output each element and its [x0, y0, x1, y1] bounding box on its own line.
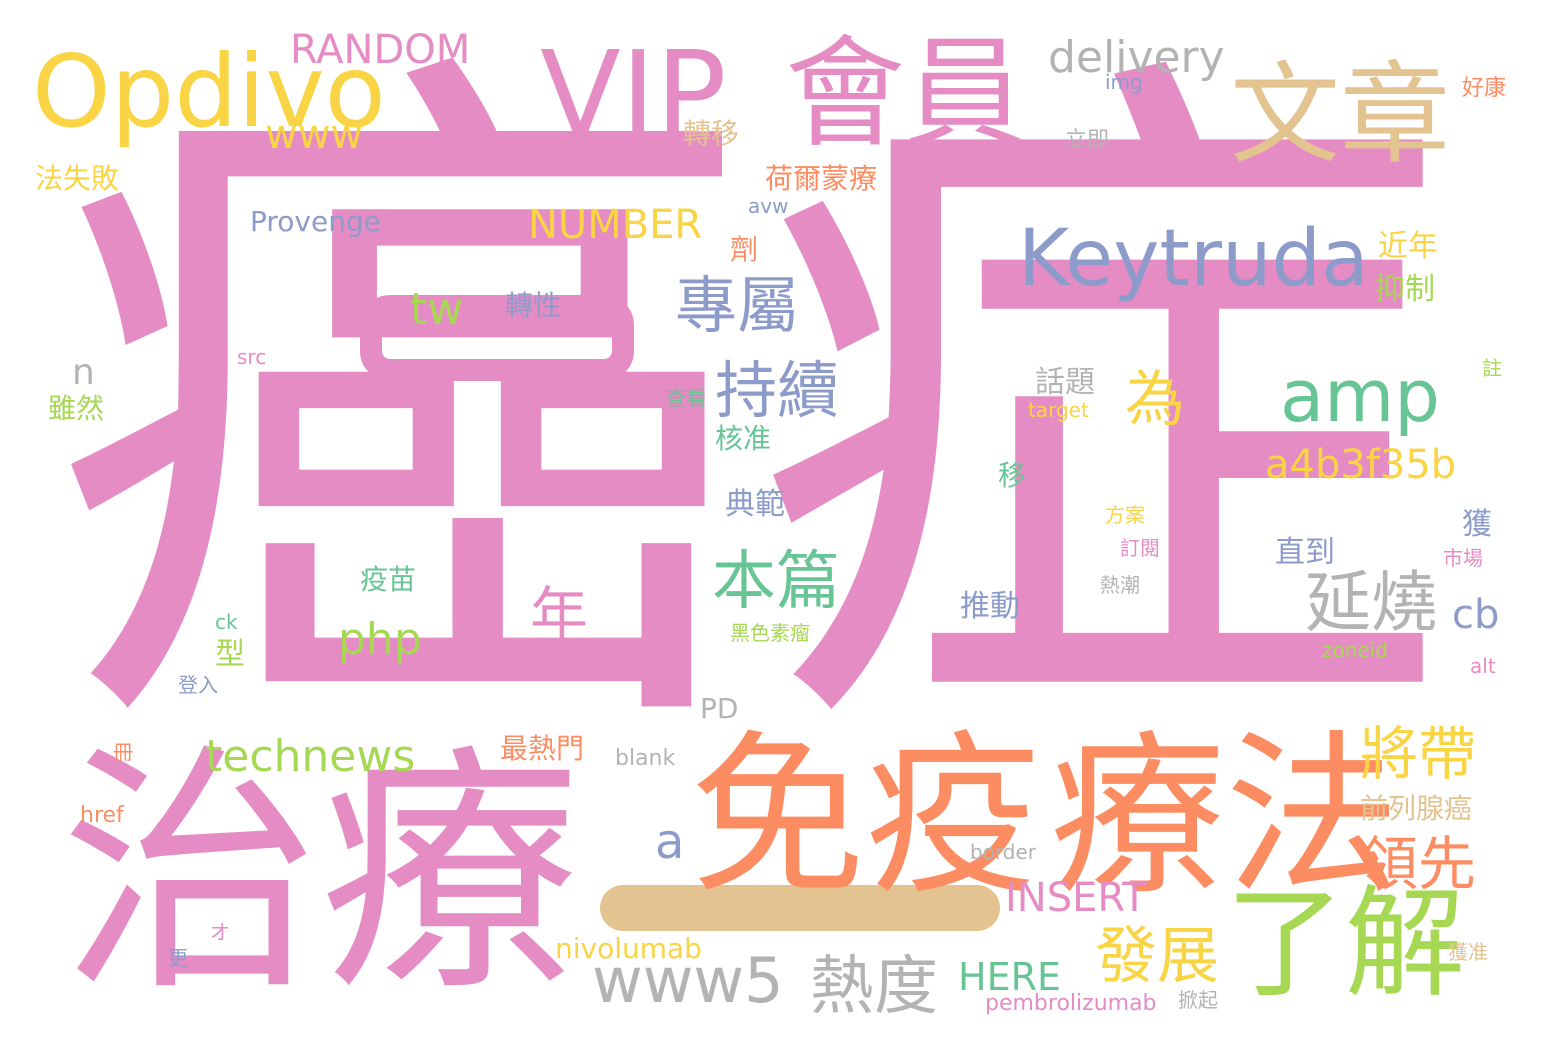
word: 發展 — [1095, 919, 1220, 992]
word: 好康 — [1462, 76, 1507, 101]
word: 話題 — [1035, 365, 1095, 400]
word: NUMBER — [528, 202, 703, 248]
word: 劑 — [730, 233, 759, 266]
word: 本篇 — [712, 545, 840, 619]
word: cb — [1452, 592, 1500, 638]
word: INSERT — [1005, 875, 1147, 921]
word: 免疫 — [690, 716, 1040, 919]
word: pembrolizumab — [985, 991, 1157, 1016]
word: 疫苗 — [360, 563, 417, 596]
word: php — [338, 614, 422, 665]
word: href — [80, 803, 124, 828]
word: 獲准 — [1448, 940, 1488, 964]
word: 訂閱 — [1120, 536, 1160, 560]
word: 核准 — [715, 422, 772, 455]
word: 熱潮 — [1100, 573, 1140, 597]
word: ck — [215, 610, 238, 634]
word: delivery — [1048, 32, 1225, 83]
word: オ — [210, 920, 230, 944]
word: 立即 — [1065, 128, 1110, 153]
word: 荷爾蒙療 — [765, 162, 878, 195]
word: www5 — [592, 944, 784, 1017]
word: target — [1028, 398, 1089, 422]
word: 登入 — [178, 673, 218, 697]
word: 註 — [1482, 356, 1502, 380]
word: 治療 — [60, 724, 580, 1026]
word: 文章 — [1230, 51, 1450, 179]
word: VIP — [540, 25, 727, 163]
word: img — [1105, 70, 1143, 94]
word: 掀起 — [1178, 988, 1218, 1012]
word: 抑制 — [1375, 272, 1435, 307]
word: 移 — [998, 459, 1027, 492]
word: 型 — [215, 637, 245, 672]
word: blank — [615, 746, 676, 771]
word: 前列腺癌 — [1360, 792, 1473, 825]
word: 查看 — [666, 386, 706, 410]
word: technews — [205, 731, 416, 782]
word: 方案 — [1105, 503, 1145, 527]
word: amp — [1280, 354, 1440, 438]
word: 專屬 — [675, 269, 800, 342]
word: www — [265, 112, 364, 158]
word: 最熱門 — [500, 732, 585, 765]
word: 更 — [168, 946, 188, 970]
word: 年 — [530, 580, 589, 648]
decorative-bar — [360, 295, 634, 381]
word: 推動 — [960, 589, 1020, 624]
word: PD — [700, 692, 739, 725]
word: 領先 — [1360, 830, 1477, 898]
word: 為 — [1125, 365, 1185, 435]
word: 獲 — [1462, 507, 1492, 542]
word: 冊 — [113, 740, 133, 764]
word: HERE — [958, 955, 1061, 999]
word: tw — [410, 284, 464, 335]
word: 將帶 — [1360, 720, 1477, 788]
word: 會員 — [785, 25, 1025, 164]
word: n — [72, 352, 95, 393]
word: 轉移 — [683, 117, 740, 150]
word: zoneid — [1322, 638, 1388, 662]
word: 近年 — [1378, 229, 1438, 264]
word: avw — [748, 194, 789, 218]
word: 癌症 — [50, 2, 1450, 817]
word: 直到 — [1275, 535, 1335, 570]
decorative-bar — [600, 885, 1000, 931]
word: 雖然 — [48, 392, 105, 425]
word: 延燒 — [1305, 564, 1437, 641]
word: a4b3f35b — [1265, 442, 1457, 488]
word: 市場 — [1443, 546, 1483, 570]
word: 了解 — [1225, 875, 1465, 1014]
word: src — [237, 345, 267, 369]
word: 轉性 — [505, 289, 562, 322]
word: Provenge — [250, 205, 381, 238]
word: a — [655, 814, 685, 870]
word: 黑色素瘤 — [730, 621, 810, 645]
word: 法失敗 — [35, 162, 120, 195]
word: 典範 — [725, 487, 785, 522]
word: 熱度 — [810, 950, 938, 1024]
word: 療法 — [1050, 716, 1400, 919]
word: Opdivo — [32, 33, 386, 150]
word: RANDOM — [290, 27, 471, 73]
word: alt — [1470, 654, 1496, 678]
word: nivolumab — [555, 932, 702, 965]
word: border — [970, 840, 1037, 864]
word: Keytruda — [1018, 214, 1369, 304]
word: 持續 — [715, 354, 840, 427]
